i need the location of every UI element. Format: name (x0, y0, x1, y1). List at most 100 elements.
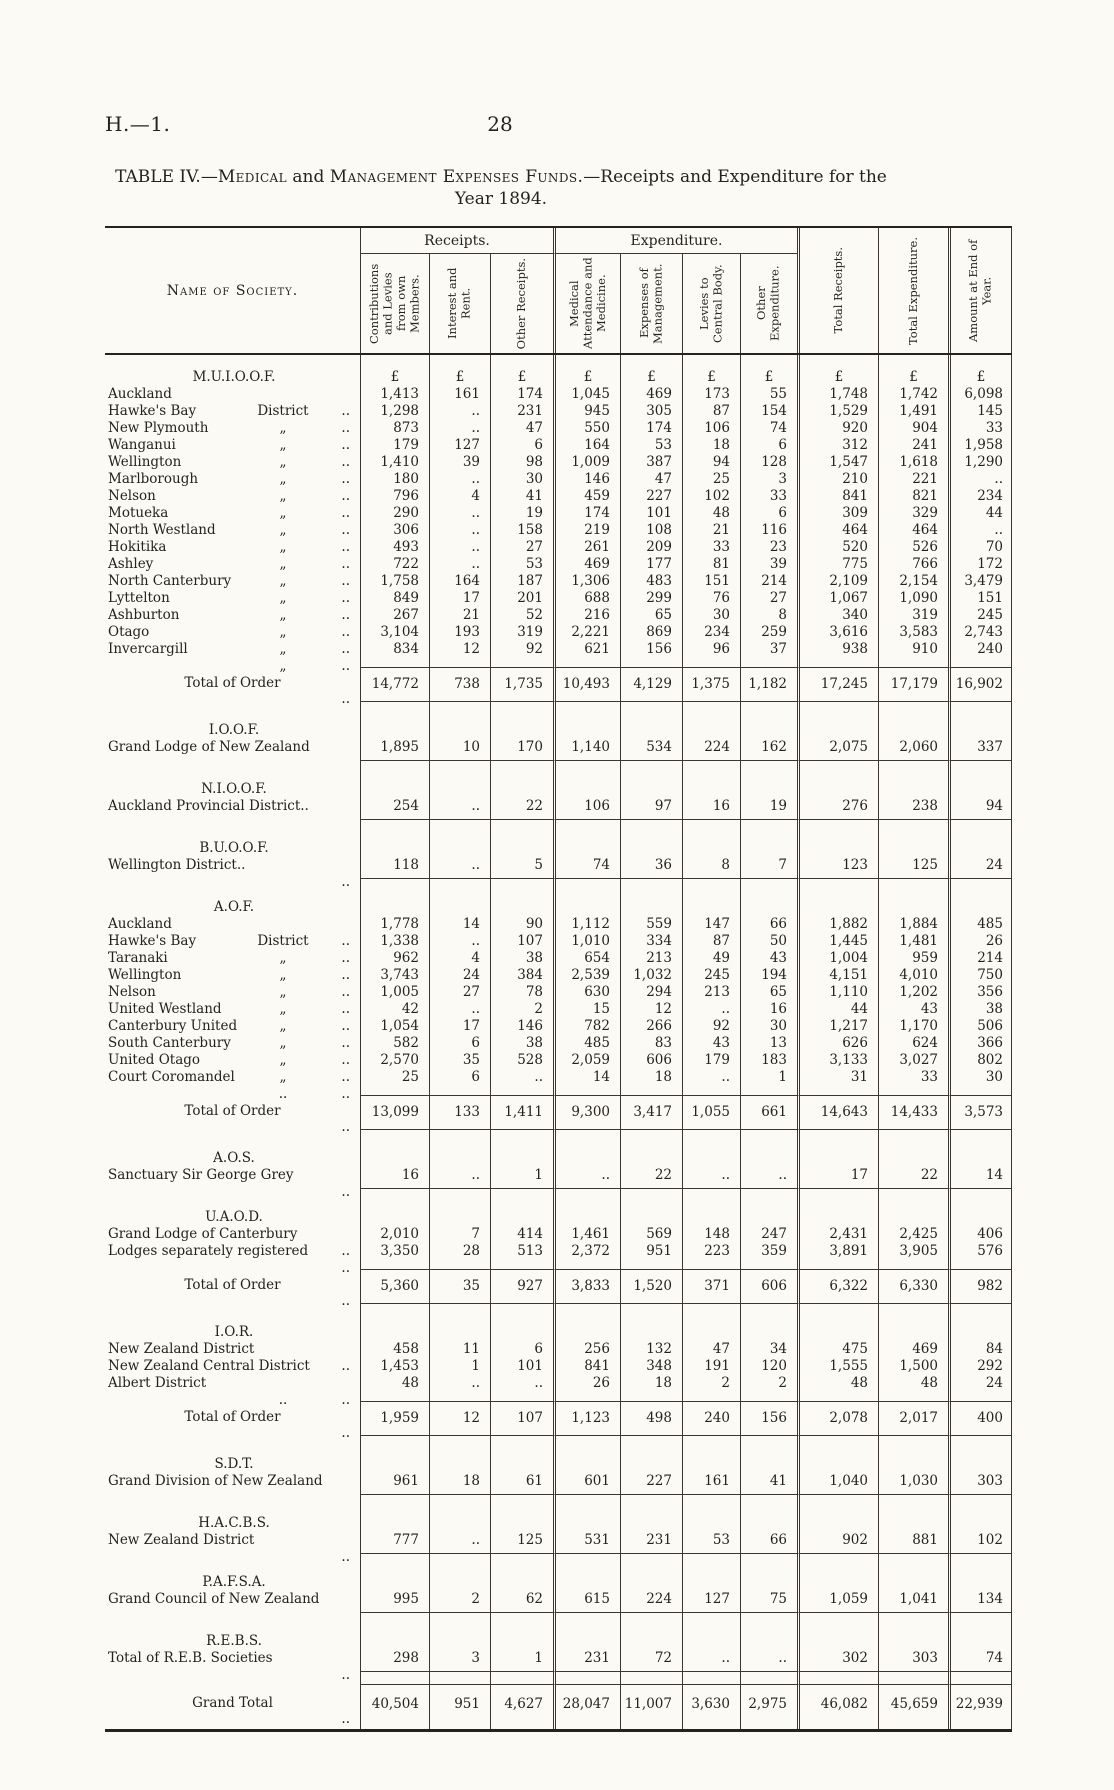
value-cell: 201 (490, 590, 553, 607)
value: 319 (517, 624, 543, 640)
society-name-cell: Wellington District.... (105, 857, 360, 890)
value-cell: 6 (429, 1069, 490, 1086)
table-row: New Zealand District.. 777.. 125 531 231 53 66… (105, 1532, 1012, 1565)
society-name-cell: Wanganui „.. (105, 437, 360, 470)
value: 23 (769, 539, 787, 555)
value: 4,129 (633, 676, 672, 692)
value: 606 (646, 1052, 672, 1068)
section-heading-row: S.D.T. (105, 1456, 1012, 1473)
society-name-cell: I.O.O.F. (105, 722, 360, 739)
value-cell: 74 (948, 1650, 1012, 1667)
value-cell: 777 (360, 1532, 429, 1549)
value: .. (471, 420, 480, 436)
ditto-mark: „ (279, 1001, 287, 1017)
value: 14 (592, 1069, 610, 1085)
value-cell: 33 (948, 420, 1012, 437)
value: 2,109 (829, 573, 868, 589)
value: .. (721, 1650, 730, 1666)
value-cell: 259 (740, 624, 797, 641)
table-row: United Westland „.. 42.. 2 15 12.. 16 44 43 38 (105, 1001, 1012, 1034)
value-cell: 174 (620, 420, 682, 437)
value-cell (797, 874, 878, 879)
value-cell (429, 1456, 490, 1473)
value-cell (360, 1130, 429, 1150)
value: 219 (584, 522, 610, 538)
value: 31 (850, 1069, 868, 1085)
value-cell: 4 (429, 488, 490, 505)
value-cell (429, 899, 490, 916)
grand-total-label: Grand Total (192, 1695, 273, 1711)
value-cell: 1,055 (682, 1095, 740, 1130)
value-cell: 14 (429, 916, 490, 933)
value: 2,078 (829, 1410, 868, 1426)
value: 90 (525, 916, 543, 932)
value-cell (490, 1150, 553, 1167)
value-cell: 21 (682, 522, 740, 539)
value-cell: 869 (620, 624, 682, 641)
value-cell: 359 (740, 1243, 797, 1260)
value: 240 (977, 641, 1003, 657)
value: 569 (646, 1226, 672, 1242)
value-cell: 17 (429, 1018, 490, 1035)
table-row: New Plymouth „.. 873.. 47 550 174 106 74 920 904 3… (105, 420, 1012, 453)
value-cell (620, 899, 682, 916)
value-cell (878, 1324, 948, 1341)
value-cell (490, 756, 553, 761)
value-cell (360, 874, 429, 879)
value: 17 (462, 1018, 480, 1034)
value: 1,959 (380, 1410, 419, 1426)
value-cell (878, 1549, 948, 1554)
value-cell: 43 (878, 1001, 948, 1018)
value: 134 (977, 1591, 1003, 1607)
value: 127 (704, 1591, 730, 1607)
value: 48 (850, 1375, 868, 1391)
value-cell (490, 1549, 553, 1554)
currency-symbol: £ (647, 369, 656, 385)
value-cell: 469 (553, 556, 620, 573)
leader-dots: .. (341, 1001, 350, 1017)
ditto-mark: „ (279, 420, 287, 436)
value-cell: 1,298 (360, 403, 429, 420)
value-cell (682, 781, 740, 798)
value-cell: .. (429, 933, 490, 950)
value-cell: 483 (620, 573, 682, 590)
value-cell (360, 1633, 429, 1650)
value-cell: 299 (620, 590, 682, 607)
value-cell: 231 (553, 1650, 620, 1667)
value: 1,112 (571, 916, 610, 932)
value-cell (429, 1554, 490, 1574)
value-cell (553, 1549, 620, 1554)
leader-dots: .. (341, 1018, 350, 1034)
value-cell: 387 (620, 454, 682, 471)
value-cell: 22 (620, 1167, 682, 1184)
value-cell: 528 (490, 1052, 553, 1069)
value-cell (490, 1515, 553, 1532)
value-cell (553, 1721, 620, 1729)
value: 1,030 (899, 1473, 938, 1489)
value: 384 (517, 967, 543, 983)
value-cell (740, 1086, 797, 1095)
value-cell: 158 (490, 522, 553, 539)
value-cell (878, 1667, 948, 1672)
society-name: Lodges separately registered (108, 1243, 309, 1259)
value: 187 (517, 573, 543, 589)
value: 606 (761, 1278, 787, 1294)
value-cell: 1,005 (360, 984, 429, 1001)
value-cell: 1,453 (360, 1358, 429, 1375)
leader-dots: .. (341, 471, 350, 487)
value-cell: 2,425 (878, 1226, 948, 1243)
society-name: Wanganui (108, 437, 176, 453)
value: 62 (525, 1591, 543, 1607)
value-cell: 1,140 (553, 739, 620, 756)
value-cell: 2,570 (360, 1052, 429, 1069)
value-cell (553, 781, 620, 798)
value-cell: 796 (360, 488, 429, 505)
value-cell (553, 1633, 620, 1650)
value-cell: 920 (797, 420, 878, 437)
value-cell (429, 820, 490, 840)
value: 27 (525, 539, 543, 555)
value-cell (740, 820, 797, 840)
society-name: New Zealand Central District (108, 1358, 310, 1374)
value: 72 (654, 1650, 672, 1666)
society-name-cell: New Zealand District.. (105, 1532, 360, 1565)
